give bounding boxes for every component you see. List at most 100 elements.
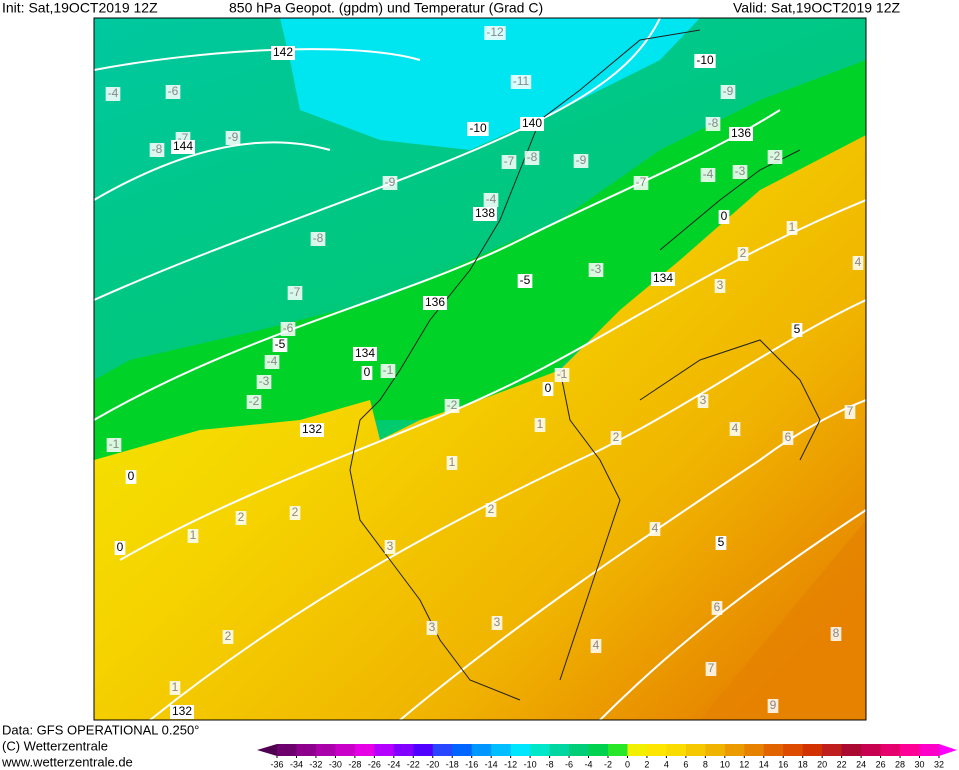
green-band: [94, 60, 866, 470]
contour-label-bg: [361, 366, 373, 380]
contour-label-bg: [422, 296, 448, 310]
colorbar-tick-label: -20: [426, 759, 439, 769]
temperature-label-bg: [554, 368, 570, 382]
temperature-label: -7: [290, 285, 301, 299]
colorbar-bin: [413, 744, 434, 756]
contour-label-bg: [170, 140, 196, 154]
temperature-label-bg: [534, 418, 546, 432]
temperature-label: -3: [259, 374, 270, 388]
colorbar-bin: [802, 744, 823, 756]
temperature-label: -8: [527, 150, 538, 164]
temperature-label-bg: [106, 438, 122, 452]
temperature-label: 2: [292, 505, 299, 519]
colorbar-bin: [530, 744, 551, 756]
colorbar-tick-label: -26: [368, 759, 381, 769]
contour-label-bg: [542, 382, 554, 396]
map-title: 850 hPa Geopot. (gpdm) und Temperatur (G…: [229, 0, 543, 16]
colorbar-bin: [277, 744, 297, 756]
contour-label-bg: [718, 210, 730, 224]
colorbar-tick-label: 30: [915, 759, 925, 769]
colorbar-bin: [822, 744, 843, 756]
temperature-label: -9: [228, 130, 239, 144]
temperature-label: -7: [178, 131, 189, 145]
temperature-label: 2: [488, 502, 495, 516]
colorbar-tick-label: -36: [270, 759, 283, 769]
temperature-label: 9: [770, 698, 777, 712]
temperature-label: 1: [789, 220, 796, 234]
temperature-label-bg: [485, 503, 497, 517]
colorbar-bin: [588, 744, 609, 756]
contour-label: 0: [117, 540, 124, 554]
temperature-label: 3: [494, 615, 501, 629]
temperature-label: -2: [447, 398, 458, 412]
colorbar-bin: [685, 744, 706, 756]
temperature-label-bg: [289, 506, 301, 520]
copyright: (C) Wetterzentrale: [2, 738, 108, 753]
temperature-label-bg: [767, 150, 783, 164]
website: www.wetterzentrale.de: [1, 754, 133, 769]
temperature-label: 1: [190, 528, 197, 542]
colorbar-bin: [627, 744, 648, 756]
coastlines: [349, 29, 821, 701]
contour-label-bg: [519, 117, 545, 131]
colorbar-bin: [646, 744, 667, 756]
temperature-label: 4: [652, 521, 659, 535]
temperature-label: -4: [486, 192, 497, 206]
colorbar-tick-label: 14: [759, 759, 769, 769]
temperature-label-bg: [280, 322, 296, 336]
temperature-label: 3: [429, 620, 436, 634]
colorbar-tick-label: -22: [407, 759, 420, 769]
temperature-label-bg: [484, 26, 506, 40]
colorbar-tick-label: -6: [565, 759, 573, 769]
contour-label-bg: [791, 323, 803, 337]
temperature-label-bg: [501, 155, 517, 169]
colorbar-bin: [452, 744, 473, 756]
contour-label: 134: [653, 271, 673, 285]
colorbar-tick-label: -14: [485, 759, 498, 769]
colorbar-tick-label: 26: [876, 759, 886, 769]
temperature-label: 4: [855, 255, 862, 269]
temperature-label-bg: [786, 221, 798, 235]
colorbar-bin: [374, 744, 395, 756]
colorbar-tick-label: 10: [720, 759, 730, 769]
contour-label: 132: [172, 704, 192, 718]
temperature-label-bg: [169, 681, 181, 695]
temperature-label-bg: [446, 456, 458, 470]
temperature-label-bg: [165, 85, 181, 99]
contour-label-bg: [467, 122, 489, 136]
colorbar-bin: [510, 744, 531, 756]
colorbar-bin: [296, 744, 317, 756]
temperature-label-bg: [711, 601, 723, 615]
map-labels: -12-11-4 -6-7-8-9-9-8-7-6-4-3-2-1-8-7 -9-7…: [105, 25, 864, 719]
temperature-label: -4: [703, 167, 714, 181]
isohypse: [94, 48, 421, 71]
temperature-label-bg: [510, 75, 532, 89]
colorbar-above: [939, 744, 957, 756]
colorbar-tick-label: 22: [837, 759, 847, 769]
contour-label: -5: [520, 273, 531, 287]
temperature-label-bg: [256, 375, 272, 389]
coastline: [559, 369, 621, 681]
temperature-label: 3: [700, 393, 707, 407]
contour-label: -10: [469, 121, 487, 135]
coastline: [349, 419, 521, 701]
colorbar-tick-label: 2: [644, 759, 649, 769]
temperature-label-bg: [444, 399, 460, 413]
contour-label: 138: [475, 206, 495, 220]
isohypse: [94, 109, 781, 421]
temperature-label-bg: [187, 529, 199, 543]
colorbar-tick-label: 0: [625, 759, 630, 769]
colorbar-tick-label: 32: [934, 759, 944, 769]
temperature-label-bg: [588, 263, 604, 277]
temperature-label: -8: [708, 116, 719, 130]
temperature-label: 2: [238, 510, 245, 524]
contour-label-bg: [125, 470, 137, 484]
temperature-label: 7: [708, 661, 715, 675]
isohypse: [149, 299, 866, 720]
colorbar-tick-label: -8: [546, 759, 554, 769]
temperature-label-bg: [491, 616, 503, 630]
init-time: Init: Sat,19OCT2019 12Z: [2, 0, 158, 16]
temperature-label: -8: [152, 142, 163, 156]
temperature-label: -9: [576, 153, 587, 167]
temperature-label: 7: [847, 404, 854, 418]
